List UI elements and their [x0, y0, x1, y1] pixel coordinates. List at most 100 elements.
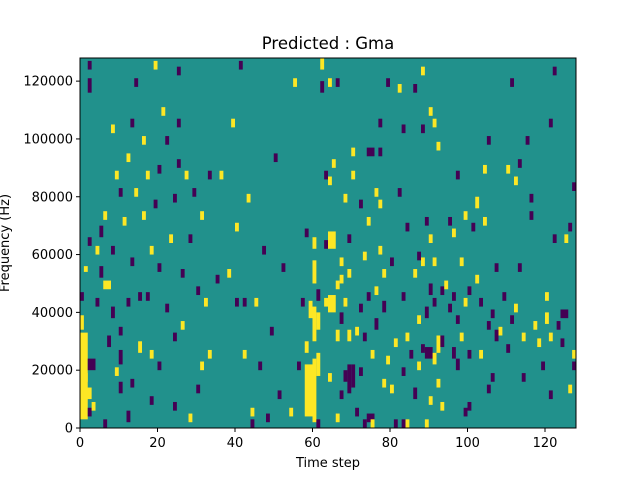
heatmap-cell	[483, 164, 487, 174]
heatmap-cell	[374, 188, 379, 197]
chart-title: Predicted : Gma	[262, 34, 394, 53]
heatmap-cell	[192, 188, 197, 197]
x-tick-label: 120	[533, 436, 558, 451]
heatmap-cell	[517, 159, 522, 168]
heatmap-cell	[87, 237, 92, 246]
heatmap-cell	[149, 396, 154, 405]
heatmap-cell	[335, 280, 340, 290]
heatmap-cell	[246, 193, 251, 203]
heatmap-cell	[452, 292, 456, 301]
heatmap-cell	[355, 407, 360, 417]
heatmap-cell	[459, 257, 464, 267]
heatmap-cell	[308, 300, 313, 319]
heatmap-cell	[289, 407, 294, 417]
heatmap-cell	[378, 118, 383, 128]
heatmap-cell	[552, 66, 557, 76]
heatmap-cell	[169, 234, 174, 243]
heatmap-cell	[475, 196, 480, 209]
heatmap-cell	[165, 303, 170, 313]
heatmap-cell	[467, 286, 472, 296]
heatmap-cell	[374, 286, 379, 296]
heatmap-cell	[409, 349, 414, 359]
heatmap-cell	[122, 216, 127, 226]
heatmap-cell	[374, 318, 379, 330]
heatmap-cell	[393, 338, 398, 348]
heatmap-cell	[103, 280, 111, 290]
heatmap-cell	[390, 257, 394, 267]
heatmap-cell	[459, 332, 464, 342]
y-tick-label: 120000	[23, 75, 73, 90]
heatmap-cell	[235, 222, 239, 232]
heatmap-cell	[436, 335, 441, 353]
heatmap-cell	[324, 170, 329, 180]
heatmap-cell	[343, 370, 348, 382]
heatmap-cell	[347, 269, 352, 278]
y-tick-label: 60000	[32, 248, 73, 263]
heatmap-cell	[157, 263, 162, 272]
heatmap-cell	[176, 66, 181, 76]
heatmap-cell	[490, 373, 495, 382]
heatmap-cell	[118, 188, 123, 197]
heatmap-cell	[99, 225, 104, 238]
heatmap-cell	[258, 361, 263, 371]
heatmap-cell	[545, 292, 549, 301]
heatmap-cell	[130, 378, 135, 388]
heatmap-cell	[359, 199, 363, 209]
heatmap-cell	[242, 349, 247, 359]
heatmap-cell	[176, 159, 181, 168]
heatmap-cell	[320, 58, 325, 70]
plot-area	[80, 58, 577, 428]
heatmap-cell	[80, 332, 88, 420]
heatmap-cell	[448, 303, 453, 313]
heatmap-cell	[572, 349, 577, 359]
heatmap-cell	[486, 136, 491, 145]
heatmap-cell	[467, 349, 472, 359]
heatmap-cell	[200, 211, 205, 220]
heatmap-cell	[463, 211, 468, 220]
x-axis: 0 20 40 60 80 100 120	[76, 428, 558, 451]
heatmap-cell	[362, 419, 367, 428]
heatmap-cell	[556, 321, 561, 330]
heatmap-cell	[366, 147, 375, 157]
heatmap-cell	[339, 274, 344, 284]
heatmap-cell	[238, 60, 243, 70]
heatmap-cell	[390, 384, 394, 394]
heatmap-cell	[564, 234, 569, 243]
heatmap-cell	[242, 297, 247, 307]
heatmap-cell	[362, 251, 367, 261]
heatmap-cell	[440, 286, 445, 296]
x-axis-label: Time step	[295, 456, 360, 471]
heatmap-cell	[99, 266, 104, 278]
heatmap-cell	[324, 297, 329, 307]
heatmap-cell	[304, 228, 309, 238]
y-tick-label: 40000	[32, 306, 73, 321]
heatmap-cell	[300, 297, 305, 307]
plot-frame	[79, 57, 577, 429]
heatmap-cell	[370, 419, 375, 428]
heatmap-cell	[316, 419, 321, 428]
heatmap-cell	[432, 118, 437, 128]
heatmap-cell	[207, 170, 212, 180]
heatmap-cell	[413, 84, 418, 93]
heatmap-cell	[382, 378, 387, 388]
heatmap-cell	[111, 306, 115, 319]
heatmap-cell	[134, 188, 139, 197]
heatmap-cell	[397, 188, 402, 197]
heatmap-cell	[343, 297, 348, 307]
heatmap-cell	[417, 315, 422, 324]
heatmap-cell	[339, 257, 344, 267]
heatmap-cell	[328, 78, 332, 87]
heatmap-cell	[521, 332, 526, 342]
heatmap-cell	[227, 269, 232, 278]
heatmap-cell	[130, 257, 135, 267]
heatmap-cell	[316, 352, 321, 376]
y-tick-label: 100000	[23, 132, 73, 147]
heatmap-cell	[366, 216, 371, 226]
heatmap-cell	[428, 107, 433, 116]
heatmap-cell	[366, 413, 375, 423]
heatmap-cell	[312, 237, 317, 249]
x-tick-label: 40	[227, 436, 244, 451]
heatmap-cell	[87, 78, 92, 93]
heatmap-cell	[87, 358, 96, 371]
